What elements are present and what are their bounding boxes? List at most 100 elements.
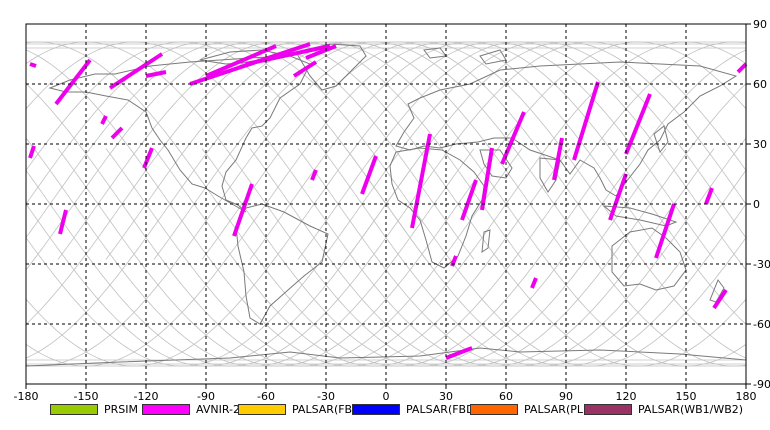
x-tick-label: -120 <box>134 390 159 403</box>
legend-item-palsar-plr: PALSAR(PLR) <box>470 402 595 416</box>
y-tick-label: -30 <box>753 258 770 271</box>
coastline-japan <box>653 125 669 154</box>
x-tick-label: 120 <box>616 390 637 403</box>
coastline-africa <box>389 147 485 269</box>
coastline-eurasia <box>395 61 738 197</box>
x-tick-label: 30 <box>439 390 453 403</box>
y-tick-label: 0 <box>753 198 760 211</box>
swath-segment <box>480 147 494 211</box>
legend-item-avnir2: AVNIR-2 <box>142 402 240 416</box>
coastline-south-america <box>235 203 329 325</box>
latitude-ticks: 90 60 30 0 -30 -60 -90 <box>746 18 770 391</box>
swath-segment <box>232 183 254 237</box>
coastline-indonesia <box>602 205 678 227</box>
x-tick-label: 150 <box>676 390 697 403</box>
swath-segment <box>54 58 92 106</box>
avnir2-swaths <box>28 42 748 360</box>
orbit-track <box>25 41 667 367</box>
legend: PRSIM AVNIR-2 PALSAR(FBS) PALSAR(FBD) PA… <box>0 398 770 422</box>
y-tick-label: 30 <box>753 138 767 151</box>
swath-segment <box>310 169 318 181</box>
y-tick-label: 90 <box>753 18 767 31</box>
swath-segment <box>292 60 318 78</box>
swath-segment <box>245 44 331 66</box>
swath-segment <box>712 288 728 310</box>
swath-segment <box>608 173 628 221</box>
swath-segment <box>736 62 748 74</box>
legend-label-palsar-wb: PALSAR(WB1/WB2) <box>638 402 744 416</box>
x-tick-label: -180 <box>14 390 39 403</box>
graticule <box>26 24 746 384</box>
orbit-track <box>201 41 747 359</box>
x-tick-label: -150 <box>74 390 99 403</box>
legend-item-palsar-fbs: PALSAR(FBS) <box>238 402 363 416</box>
orbit-track <box>105 41 747 367</box>
orbit-track <box>249 83 747 367</box>
orbit-track <box>153 41 747 367</box>
orbit-track <box>249 41 747 325</box>
orbit-track <box>345 148 747 367</box>
swath-segment <box>530 277 538 289</box>
legend-item-palsar-wb: PALSAR(WB1/WB2) <box>584 402 743 416</box>
coastline-antarctica <box>25 347 747 367</box>
coastline-north-america <box>48 55 311 213</box>
x-tick-label: -30 <box>317 390 335 403</box>
coastline-madagascar <box>481 229 491 254</box>
x-tick-label: 90 <box>559 390 573 403</box>
swath-segment <box>410 133 432 229</box>
legend-swatch-palsar-fbs <box>238 403 286 415</box>
coastline-greenland <box>295 43 367 91</box>
swath-segment <box>100 115 108 125</box>
orbit-track <box>25 41 619 367</box>
coastline-australia <box>611 227 687 291</box>
x-tick-label: -60 <box>257 390 275 403</box>
legend-item-palsar-fbd: PALSAR(FBD) <box>352 402 479 416</box>
swath-segment <box>552 137 564 181</box>
x-tick-label: 0 <box>383 390 390 403</box>
swath-segment <box>145 70 167 78</box>
orbit-track <box>201 49 747 367</box>
swath-segment <box>500 111 526 165</box>
swath-segment <box>445 346 473 360</box>
y-tick-label: -90 <box>753 378 770 391</box>
legend-swatch-prsim <box>50 403 98 415</box>
orbit-track <box>105 41 747 367</box>
longitude-ticks: -180 -150 -120 -90 -60 -30 0 30 60 90 120 150 180 <box>14 384 757 403</box>
legend-label-palsar-fbd: PALSAR(FBD) <box>406 402 479 416</box>
legend-label-palsar-plr: PALSAR(PLR) <box>524 402 595 416</box>
x-tick-label: -90 <box>197 390 215 403</box>
swath-segment <box>460 179 478 221</box>
orbit-track <box>25 41 667 367</box>
swath-segment <box>58 209 68 235</box>
swath-segment <box>305 44 337 60</box>
swath-segment <box>110 126 124 140</box>
swath-segment <box>572 81 600 161</box>
swath-segment <box>108 52 164 90</box>
swath-segment <box>360 155 378 195</box>
swath-segment <box>142 147 154 169</box>
legend-swatch-palsar-fbd <box>352 403 400 415</box>
legend-swatch-avnir2 <box>142 403 190 415</box>
coastline-arabia <box>479 149 513 179</box>
swath-segment <box>654 203 676 259</box>
legend-swatch-palsar-plr <box>470 403 518 415</box>
swath-segment <box>624 93 652 155</box>
orbit-track <box>153 41 747 367</box>
swath-segment <box>205 44 277 78</box>
legend-label-prsim: PRSIM <box>104 402 138 416</box>
y-tick-label: -60 <box>753 318 770 331</box>
legend-label-palsar-fbs: PALSAR(FBS) <box>292 402 364 416</box>
swath-segment <box>29 62 37 68</box>
legend-label-avnir2: AVNIR-2 <box>196 402 240 416</box>
coastlines <box>25 43 747 367</box>
orbit-track <box>25 41 571 359</box>
y-tick-label: 60 <box>753 78 767 91</box>
orbit-track <box>25 83 523 367</box>
x-tick-label: 180 <box>736 390 757 403</box>
legend-swatch-palsar-wb <box>584 403 632 415</box>
legend-item-prsim: PRSIM <box>50 402 138 416</box>
x-tick-label: 60 <box>499 390 513 403</box>
swath-segment <box>704 187 714 205</box>
swath-segment <box>28 145 36 159</box>
